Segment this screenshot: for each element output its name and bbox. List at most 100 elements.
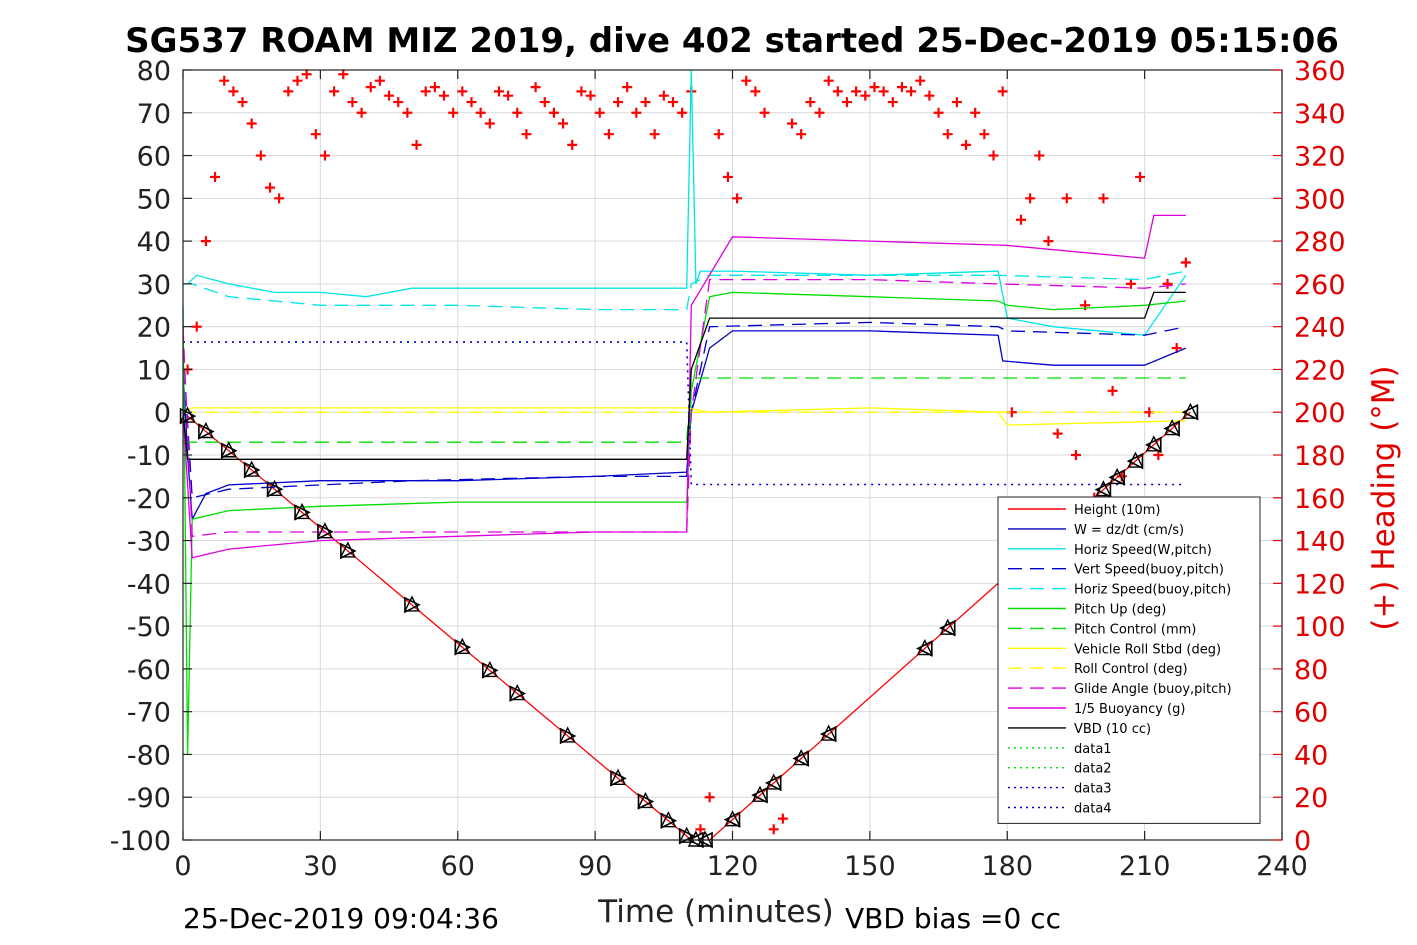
triangle-marker: [1163, 420, 1180, 437]
series-line: [182, 407, 1186, 426]
axis-ticks: 0 30 60 90 120 150 180 210 24080706050403020100-…: [110, 56, 1346, 882]
heading-point: [841, 97, 852, 108]
y-tick-label: 0: [154, 398, 171, 429]
x-tick-label: 30: [303, 851, 337, 882]
x-tick-label: 0: [174, 851, 191, 882]
triangle-markers: [179, 402, 1199, 849]
heading-point: [951, 97, 962, 108]
heading-point: [420, 86, 431, 97]
heading-point: [356, 107, 367, 118]
heading-point: [512, 107, 523, 118]
y-tick-label: 40: [137, 227, 171, 258]
y2-tick-label: 80: [1294, 655, 1328, 686]
heading-point: [603, 129, 614, 140]
heading-point: [906, 86, 917, 97]
heading-point: [896, 82, 907, 93]
triangle-marker: [1145, 435, 1162, 452]
triangle-marker: [293, 502, 311, 520]
heading-point: [374, 75, 385, 86]
y2-tick-label: 220: [1294, 355, 1346, 386]
heading-point: [622, 82, 633, 93]
heading-point: [503, 90, 514, 101]
y-tick-label: -70: [127, 698, 171, 729]
footer-timestamp: 25-Dec-2019 09:04:36: [183, 902, 499, 935]
heading-point: [942, 129, 953, 140]
heading-point: [750, 86, 761, 97]
heading-point: [402, 107, 413, 118]
triangle-marker: [559, 727, 577, 745]
y-tick-label: 50: [137, 184, 171, 215]
y2-tick-label: 20: [1294, 783, 1328, 814]
y2-tick-label: 60: [1294, 698, 1328, 729]
triangle-marker: [724, 810, 741, 827]
triangle-marker: [916, 638, 933, 656]
triangle-marker: [916, 640, 933, 657]
heading-point: [649, 129, 660, 140]
y2-tick-label: 300: [1294, 184, 1346, 215]
triangle-marker: [751, 786, 768, 804]
legend-box: [997, 496, 1261, 824]
y-tick-label: -60: [127, 655, 171, 686]
heading-point: [521, 129, 532, 140]
triangle-marker: [938, 619, 956, 637]
y2-tick-label: 340: [1294, 99, 1346, 130]
triangle-marker: [637, 793, 655, 810]
heading-point: [301, 69, 312, 80]
triangle-marker: [198, 423, 215, 440]
triangle-marker: [266, 481, 284, 498]
legend-label: data2: [1074, 762, 1112, 777]
legend-label: Horiz Speed(buoy,pitch): [1074, 583, 1231, 598]
heading-point: [310, 129, 321, 140]
triangle-marker: [764, 774, 782, 792]
heading-point: [585, 90, 596, 101]
x-tick-label: 210: [1119, 851, 1171, 882]
series-line: [183, 69, 1187, 336]
heading-point: [1015, 214, 1026, 225]
y2-tick-label: 180: [1294, 441, 1346, 472]
triangle-marker: [340, 542, 357, 560]
y2-tick-label: 0: [1294, 826, 1311, 857]
heading-point: [237, 97, 248, 108]
triangle-marker: [609, 768, 627, 786]
y2-tick-label: 260: [1294, 270, 1346, 301]
triangle-marker: [1094, 481, 1112, 498]
triangle-marker: [509, 683, 526, 701]
heading-point: [933, 107, 944, 118]
heading-point: [558, 118, 569, 129]
series-line: [183, 377, 1186, 443]
heading-point: [1107, 385, 1118, 396]
legend-label: Pitch Up (deg): [1074, 603, 1166, 618]
triangle-marker: [820, 724, 837, 741]
heading-point: [329, 86, 340, 97]
triangle-marker: [317, 523, 334, 540]
legend-label: 1/5 Buoyancy (g): [1074, 702, 1185, 717]
legend-label: data3: [1074, 782, 1112, 797]
heading-point: [805, 97, 816, 108]
triangle-marker: [454, 639, 472, 656]
heading-point: [1052, 428, 1063, 439]
heading-point: [1061, 193, 1072, 204]
y2-tick-label: 40: [1294, 740, 1328, 771]
heading-point: [640, 97, 651, 108]
heading-point: [787, 118, 798, 129]
heading-point: [878, 86, 889, 97]
legend-label: Height (10m): [1074, 503, 1160, 518]
heading-point: [393, 97, 404, 108]
x-tick-label: 120: [707, 851, 759, 882]
heading-point: [548, 107, 559, 118]
y-tick-label: -50: [127, 612, 171, 643]
heading-point: [539, 97, 550, 108]
legend-label: Vert Speed(buoy,pitch): [1074, 563, 1224, 578]
heading-point: [823, 75, 834, 86]
heading-point: [475, 107, 486, 118]
heading-point: [1153, 450, 1164, 460]
triangle-marker: [1127, 451, 1144, 468]
heading-point: [265, 182, 276, 193]
y-tick-label: -80: [127, 740, 171, 771]
heading-point: [292, 75, 303, 86]
heading-point: [997, 86, 1008, 97]
x-tick-label: 240: [1256, 851, 1308, 882]
heading-point: [961, 139, 972, 150]
heading-point: [439, 90, 450, 101]
